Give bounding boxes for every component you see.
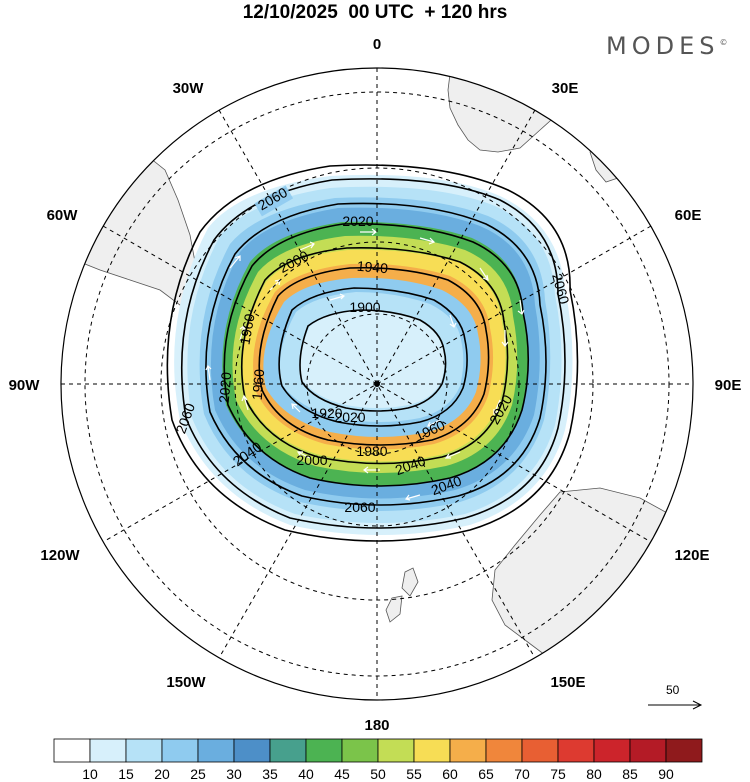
contour-label: 2060 <box>344 499 375 515</box>
colorbar-label: 20 <box>154 766 170 782</box>
contour-label: 1900 <box>349 299 380 315</box>
contour-label: 1980 <box>356 443 387 459</box>
land-new-zealand <box>385 567 419 623</box>
contour-label: 1960 <box>249 368 268 401</box>
lon-label-60e: 60E <box>675 207 702 224</box>
colorbar: 10 15 20 25 30 35 40 45 50 55 60 65 70 75 80 85 90 <box>53 738 703 782</box>
colorbar-label: 75 <box>550 766 566 782</box>
copyright-mark: © <box>719 38 728 47</box>
brand-logo: MODES© <box>606 32 727 60</box>
colorbar-label: 70 <box>514 766 530 782</box>
land-australia <box>491 487 691 661</box>
contour-label: 1920 <box>311 405 342 421</box>
colorbar-swatch <box>89 738 127 763</box>
colorbar-swatch <box>233 738 271 763</box>
map-boundary <box>60 67 694 701</box>
lon-label-150w: 150W <box>166 674 206 691</box>
colorbar-label: 30 <box>226 766 242 782</box>
colorbar-swatch <box>197 738 235 763</box>
contour-label: 1960 <box>236 312 257 346</box>
colorbar-swatch <box>413 738 451 763</box>
lon-label-90e: 90E <box>715 377 742 394</box>
lon-label-30w: 30W <box>173 80 205 97</box>
colorbar-label: 45 <box>334 766 350 782</box>
colorbar-swatch <box>125 738 163 763</box>
contour-label: 2000 <box>296 452 327 468</box>
lon-label-120e: 120E <box>674 547 709 564</box>
map-title: 12/10/2025 00 UTC + 120 hrs <box>242 2 508 23</box>
colorbar-label: 65 <box>478 766 494 782</box>
lon-label-60w: 60W <box>47 207 79 224</box>
contour-label: 2020 <box>334 409 365 425</box>
colorbar-label: 85 <box>622 766 638 782</box>
colorbar-label: 10 <box>82 766 98 782</box>
colorbar-label: 55 <box>406 766 422 782</box>
colorbar-swatch <box>593 738 631 763</box>
lon-label-150e: 150E <box>550 674 585 691</box>
colorbar-swatch <box>53 738 91 763</box>
colorbar-swatch <box>665 738 703 763</box>
colorbar-swatch <box>485 738 523 763</box>
height-contours <box>166 164 579 542</box>
colorbar-swatch <box>305 738 343 763</box>
south-pole-marker <box>374 381 380 387</box>
colorbar-label: 80 <box>586 766 602 782</box>
land-africa <box>447 68 566 153</box>
reference-vector <box>648 700 703 710</box>
colorbar-swatch <box>377 738 415 763</box>
colorbar-swatch <box>449 738 487 763</box>
brand-name: MODES <box>606 32 720 60</box>
lon-label-180: 180 <box>364 717 389 734</box>
colorbar-label: 25 <box>190 766 206 782</box>
colorbar-label: 50 <box>370 766 386 782</box>
lon-label-0: 0 <box>373 36 381 53</box>
colorbar-label: 15 <box>118 766 134 782</box>
lon-label-30e: 30E <box>552 80 579 97</box>
colorbar-label: 60 <box>442 766 458 782</box>
wind-vectors <box>205 228 525 501</box>
contour-label: 2020 <box>216 371 235 404</box>
colorbar-swatch <box>269 738 307 763</box>
colorbar-label: 35 <box>262 766 278 782</box>
contour-label: 1940 <box>356 258 389 277</box>
contour-label: 2060 <box>549 272 573 306</box>
longitude-labels: 0 30W 30E 60W 60E 90W 90E 120W 120E 150W… <box>9 36 742 734</box>
colorbar-swatch <box>521 738 559 763</box>
lon-label-90w: 90W <box>9 377 41 394</box>
lon-label-120w: 120W <box>40 547 80 564</box>
colorbar-swatch <box>161 738 199 763</box>
contour-label: 2020 <box>342 213 373 229</box>
colorbar-swatch <box>557 738 595 763</box>
colorbar-swatch <box>341 738 379 763</box>
colorbar-label: 40 <box>298 766 314 782</box>
colorbar-label: 90 <box>658 766 674 782</box>
reference-vector-label: 50 <box>666 683 680 697</box>
colorbar-swatch <box>629 738 667 763</box>
